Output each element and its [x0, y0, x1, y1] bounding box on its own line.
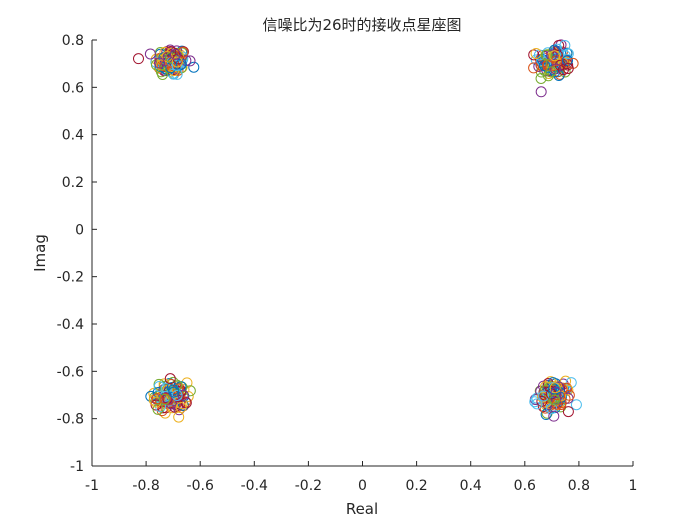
- y-tick-label: 0.4: [62, 128, 84, 144]
- scatter-point: [132, 53, 144, 65]
- scatter-point: [535, 86, 547, 98]
- y-tick-label: -0.6: [57, 364, 84, 380]
- x-tick-label: -1: [85, 478, 99, 494]
- y-tick-label: -0.4: [57, 317, 84, 333]
- y-tick-label: -0.2: [57, 270, 84, 286]
- x-tick-label: 0.6: [514, 478, 536, 494]
- scatter-point: [158, 393, 170, 405]
- x-tick-label: -0.8: [132, 478, 159, 494]
- scatter-point: [559, 39, 571, 51]
- scatter-point: [535, 72, 547, 84]
- x-tick-label: 0.4: [460, 478, 482, 494]
- scatter-point: [173, 404, 185, 416]
- chart-title: 信噪比为26时的接收点星座图: [262, 16, 461, 34]
- y-tick-label: 0: [75, 222, 84, 238]
- scatter-points: [132, 39, 582, 423]
- scatter-point: [177, 46, 189, 58]
- scatter-point: [562, 62, 574, 74]
- x-tick-label: 0.2: [405, 478, 427, 494]
- y-axis-label: Imag: [31, 234, 49, 272]
- y-ticks: 0.8 0.6 0.4 0.2 0 -0.2 -0.4 -0.6 -0.8 -1: [57, 33, 97, 475]
- scatter-point: [549, 394, 561, 406]
- scatter-point: [548, 383, 560, 395]
- y-tick-label: 0.8: [62, 33, 84, 49]
- x-tick-label: -0.6: [187, 478, 214, 494]
- y-tick-label: 0.2: [62, 175, 84, 191]
- scatter-point: [157, 68, 169, 80]
- scatter-point: [164, 373, 176, 385]
- scatter-point: [175, 402, 187, 414]
- scatter-point: [550, 387, 562, 398]
- scatter-point: [528, 49, 540, 61]
- scatter-point: [540, 409, 552, 421]
- scatter-point: [173, 411, 185, 423]
- scatter-point: [549, 382, 561, 394]
- x-tick-label: 0: [358, 478, 367, 494]
- x-tick-label: -0.4: [241, 478, 268, 494]
- scatter-point: [188, 61, 200, 73]
- x-tick-label: -0.2: [295, 478, 322, 494]
- scatter-point: [562, 406, 574, 418]
- scatter-point: [152, 403, 164, 415]
- scatter-point: [151, 393, 163, 405]
- scatter-point: [545, 388, 557, 400]
- scatter-point: [171, 56, 183, 68]
- scatter-point: [545, 66, 557, 78]
- x-ticks: -1 -0.8 -0.6 -0.4 -0.2 0 0.2 0.4 0.6 0.8 1: [85, 461, 637, 494]
- scatter-point: [562, 55, 573, 67]
- y-tick-label: -0.8: [57, 412, 84, 428]
- scatter-point: [171, 59, 183, 71]
- scatter-point: [563, 389, 575, 401]
- scatter-point: [549, 50, 561, 62]
- scatter-point: [531, 398, 543, 410]
- scatter-point: [168, 386, 180, 398]
- y-tick-label: 0.6: [62, 80, 84, 96]
- scatter-point: [153, 57, 165, 69]
- y-tick-label: -1: [70, 459, 84, 475]
- scatter-point: [540, 49, 552, 61]
- scatter-point: [558, 64, 569, 76]
- x-tick-label: 0.8: [568, 478, 590, 494]
- scatter-point: [548, 410, 560, 422]
- scatter-point: [528, 62, 540, 74]
- scatter-point: [538, 390, 550, 402]
- scatter-point: [169, 48, 181, 60]
- scatter-point: [570, 399, 582, 411]
- x-axis-label: Real: [346, 500, 378, 518]
- x-tick-label: 1: [629, 478, 638, 494]
- scatter-point: [171, 389, 183, 401]
- scatter-point: [144, 48, 156, 60]
